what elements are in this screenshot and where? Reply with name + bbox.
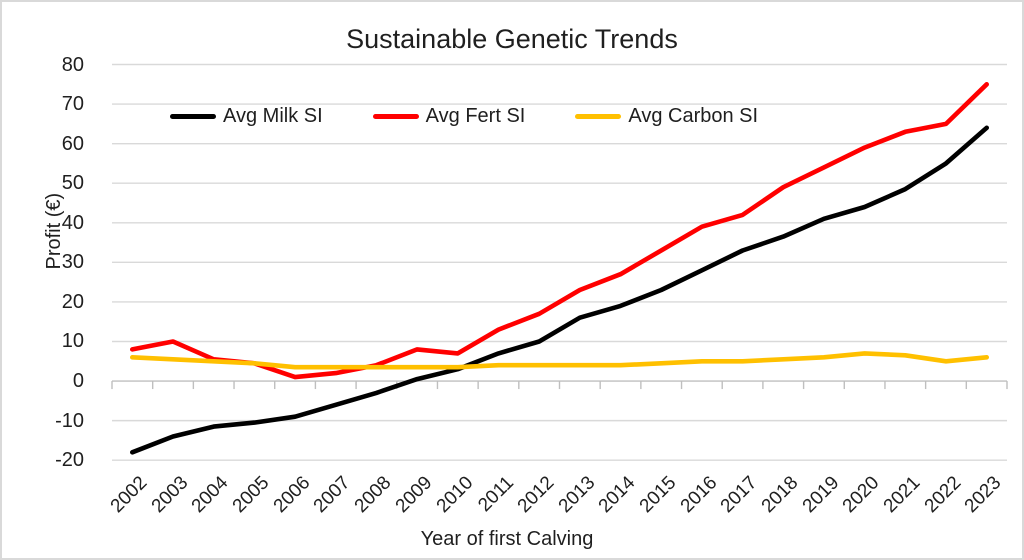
y-axis-title: Profit (€): [42, 192, 65, 270]
y-tick-label: 40: [61, 211, 84, 234]
legend-item-avg-fert-si: Avg Fert SI: [372, 105, 526, 128]
y-tick-label: 20: [61, 290, 84, 313]
y-tick-label: 0: [72, 370, 84, 393]
x-axis-title: Year of first Calving: [420, 528, 594, 550]
y-tick-label: 10: [61, 330, 84, 353]
chart-title: Sustainable Genetic Trends: [346, 24, 678, 54]
y-tick-label: 50: [61, 172, 84, 195]
legend-line-swatch-red: [372, 114, 419, 119]
y-tick-label: 60: [61, 132, 84, 155]
series-line-avg-milk-si: [130, 125, 990, 455]
series-line-avg-fert-si: [130, 82, 990, 380]
y-tick-label: 80: [61, 53, 84, 76]
legend-item-avg-milk-si: Avg Milk SI: [170, 105, 323, 128]
legend-label: Avg Carbon SI: [628, 105, 759, 127]
y-tick-label: -20: [55, 449, 84, 472]
legend-item-avg-carbon-si: Avg Carbon SI: [575, 105, 758, 128]
legend-label: Avg Fert SI: [425, 105, 526, 127]
legend: Avg Milk SI Avg Fert SI Avg Carbon SI: [170, 105, 758, 128]
y-tick-label: 30: [61, 251, 84, 274]
y-tick-label: -10: [55, 409, 84, 432]
legend-label: Avg Milk SI: [223, 105, 323, 127]
legend-line-swatch-black: [170, 114, 216, 119]
series-line-avg-carbon-si: [130, 351, 990, 370]
legend-line-swatch-gold: [575, 114, 622, 119]
y-tick-label: 70: [61, 93, 84, 116]
